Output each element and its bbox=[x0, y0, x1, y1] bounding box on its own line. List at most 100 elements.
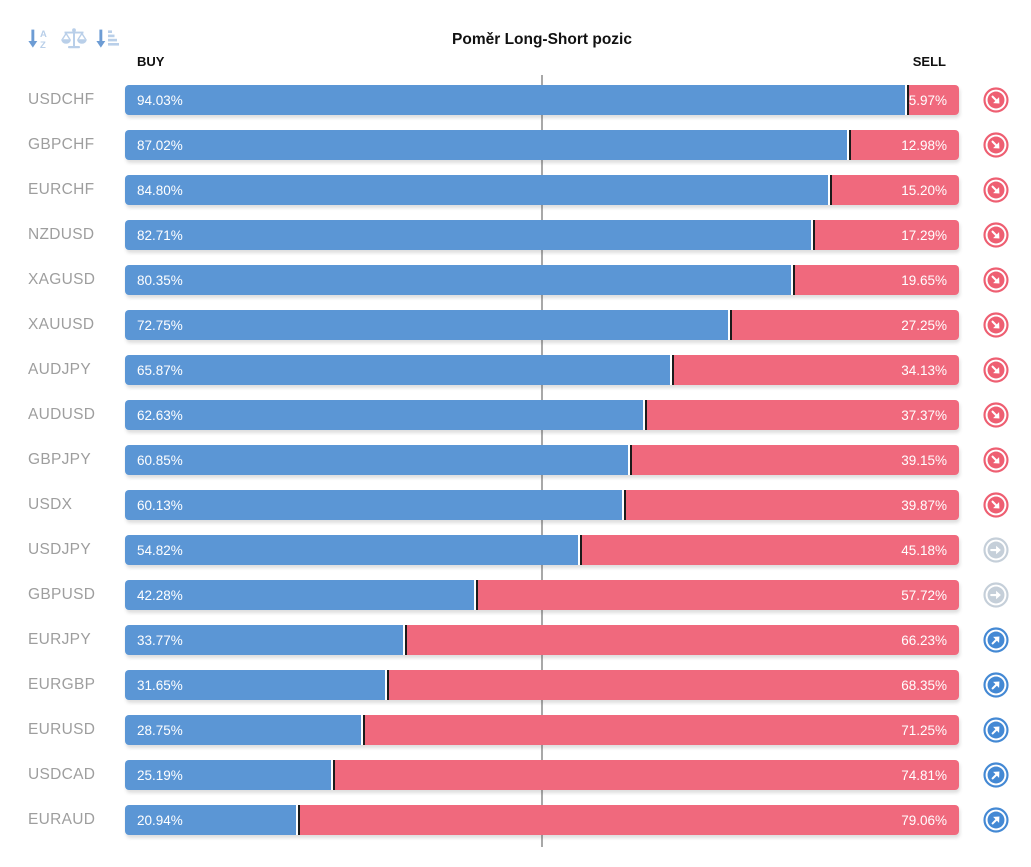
signal-arrow-icon-down[interactable] bbox=[983, 402, 1009, 428]
signal-arrow-icon-down[interactable] bbox=[983, 447, 1009, 473]
bar-divider bbox=[846, 130, 851, 160]
pair-row: GBPUSD 42.28% 57.72% bbox=[0, 580, 1031, 610]
ratio-bar[interactable]: 65.87% 34.13% bbox=[125, 355, 959, 385]
sell-bar-segment bbox=[909, 85, 959, 115]
signal-arrow-icon-neutral[interactable] bbox=[983, 537, 1009, 563]
ratio-bar[interactable]: 94.03% 5.97% bbox=[125, 85, 959, 115]
ratio-bar[interactable]: 25.19% 74.81% bbox=[125, 760, 959, 790]
pair-label: GBPJPY bbox=[28, 451, 91, 468]
ratio-bar[interactable]: 31.65% 68.35% bbox=[125, 670, 959, 700]
ratio-bar[interactable]: 60.85% 39.15% bbox=[125, 445, 959, 475]
signal-arrow-icon-down[interactable] bbox=[983, 132, 1009, 158]
sell-bar-segment bbox=[406, 625, 959, 655]
bar-divider bbox=[331, 760, 336, 790]
buy-bar-segment bbox=[125, 490, 627, 520]
ratio-bar[interactable]: 20.94% 79.06% bbox=[125, 805, 959, 835]
pair-label: EURJPY bbox=[28, 631, 91, 648]
signal-arrow-icon-up[interactable] bbox=[983, 627, 1009, 653]
buy-bar-segment bbox=[125, 355, 675, 385]
buy-percentage: 72.75% bbox=[137, 317, 183, 333]
sell-percentage: 17.29% bbox=[901, 227, 947, 243]
buy-percentage: 25.19% bbox=[137, 767, 183, 783]
pair-label: NZDUSD bbox=[28, 226, 95, 243]
sell-percentage: 68.35% bbox=[901, 677, 947, 693]
signal-arrow-icon-up[interactable] bbox=[983, 762, 1009, 788]
sell-bar-segment bbox=[364, 715, 959, 745]
pair-row: EURJPY 33.77% 66.23% bbox=[0, 625, 1031, 655]
ratio-bar[interactable]: 72.75% 27.25% bbox=[125, 310, 959, 340]
pair-label: USDCHF bbox=[28, 91, 95, 108]
pair-label: USDX bbox=[28, 496, 73, 513]
buy-bar-segment bbox=[125, 580, 478, 610]
bar-divider bbox=[791, 265, 796, 295]
sell-percentage: 57.72% bbox=[901, 587, 947, 603]
buy-percentage: 65.87% bbox=[137, 362, 183, 378]
buy-percentage: 80.35% bbox=[137, 272, 183, 288]
pair-row: XAGUSD 80.35% 19.65% bbox=[0, 265, 1031, 295]
sell-percentage: 66.23% bbox=[901, 632, 947, 648]
sell-percentage: 37.37% bbox=[901, 407, 947, 423]
signal-arrow-icon-down[interactable] bbox=[983, 222, 1009, 248]
ratio-bar[interactable]: 28.75% 71.25% bbox=[125, 715, 959, 745]
pair-row: EURAUD 20.94% 79.06% bbox=[0, 805, 1031, 835]
bar-divider bbox=[628, 445, 633, 475]
sort-amount-button[interactable] bbox=[93, 26, 121, 54]
ratio-bar[interactable]: 42.28% 57.72% bbox=[125, 580, 959, 610]
pair-row: USDJPY 54.82% 45.18% bbox=[0, 535, 1031, 565]
buy-bar-segment bbox=[125, 760, 336, 790]
signal-arrow-icon-down[interactable] bbox=[983, 312, 1009, 338]
balance-sort-button[interactable] bbox=[59, 26, 87, 54]
buy-bar-segment bbox=[125, 715, 365, 745]
ratio-bar[interactable]: 62.63% 37.37% bbox=[125, 400, 959, 430]
ratio-bar[interactable]: 33.77% 66.23% bbox=[125, 625, 959, 655]
sell-bar-segment bbox=[632, 445, 959, 475]
buy-bar-segment bbox=[125, 670, 389, 700]
signal-arrow-icon-up[interactable] bbox=[983, 807, 1009, 833]
bar-divider bbox=[622, 490, 627, 520]
sell-percentage: 12.98% bbox=[901, 137, 947, 153]
sell-bar-segment bbox=[388, 670, 959, 700]
sort-alpha-button[interactable]: A Z bbox=[25, 26, 53, 54]
signal-arrow-icon-down[interactable] bbox=[983, 492, 1009, 518]
signal-arrow-icon-down[interactable] bbox=[983, 177, 1009, 203]
signal-arrow-icon-down[interactable] bbox=[983, 267, 1009, 293]
ratio-bar[interactable]: 87.02% 12.98% bbox=[125, 130, 959, 160]
pair-row: GBPJPY 60.85% 39.15% bbox=[0, 445, 1031, 475]
pair-label: GBPCHF bbox=[28, 136, 95, 153]
buy-percentage: 20.94% bbox=[137, 812, 183, 828]
buy-percentage: 60.85% bbox=[137, 452, 183, 468]
buy-bar-segment bbox=[125, 400, 648, 430]
bar-divider bbox=[727, 310, 732, 340]
signal-arrow-icon-up[interactable] bbox=[983, 717, 1009, 743]
ratio-bar[interactable]: 82.71% 17.29% bbox=[125, 220, 959, 250]
buy-percentage: 62.63% bbox=[137, 407, 183, 423]
ratio-bar[interactable]: 80.35% 19.65% bbox=[125, 265, 959, 295]
sell-bar-segment bbox=[814, 220, 959, 250]
pair-row: USDX 60.13% 39.87% bbox=[0, 490, 1031, 520]
sell-percentage: 15.20% bbox=[901, 182, 947, 198]
sell-percentage: 74.81% bbox=[901, 767, 947, 783]
sell-bar-segment bbox=[299, 805, 959, 835]
sell-bar-segment bbox=[477, 580, 959, 610]
signal-arrow-icon-neutral[interactable] bbox=[983, 582, 1009, 608]
pair-rows: USDCHF 94.03% 5.97% GBPCHF 87.02% 12.98%… bbox=[0, 85, 1031, 850]
sell-percentage: 19.65% bbox=[901, 272, 947, 288]
buy-percentage: 84.80% bbox=[137, 182, 183, 198]
buy-percentage: 82.71% bbox=[137, 227, 183, 243]
ratio-bar[interactable]: 84.80% 15.20% bbox=[125, 175, 959, 205]
signal-arrow-icon-down[interactable] bbox=[983, 357, 1009, 383]
column-headers: BUY SELL bbox=[137, 54, 946, 69]
ratio-bar[interactable]: 60.13% 39.87% bbox=[125, 490, 959, 520]
bar-divider bbox=[473, 580, 478, 610]
pair-label: EURGBP bbox=[28, 676, 96, 693]
sell-percentage: 34.13% bbox=[901, 362, 947, 378]
ratio-bar[interactable]: 54.82% 45.18% bbox=[125, 535, 959, 565]
sell-percentage: 39.15% bbox=[901, 452, 947, 468]
buy-bar-segment bbox=[125, 310, 732, 340]
sort-amount-icon bbox=[94, 29, 120, 55]
sort-toolbar: A Z bbox=[25, 26, 121, 54]
signal-arrow-icon-down[interactable] bbox=[983, 87, 1009, 113]
pair-label: EURAUD bbox=[28, 811, 96, 828]
signal-arrow-icon-up[interactable] bbox=[983, 672, 1009, 698]
